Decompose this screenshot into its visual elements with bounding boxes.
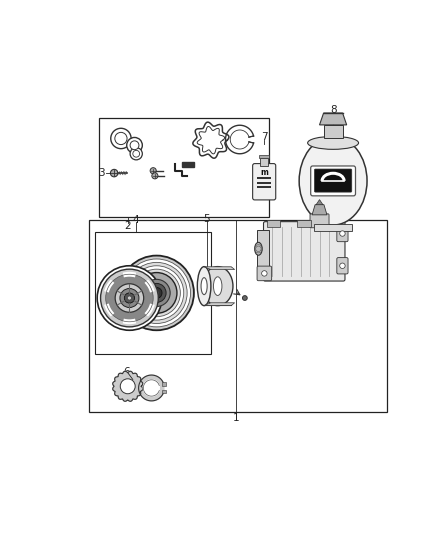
Circle shape (261, 271, 267, 276)
Circle shape (151, 287, 162, 298)
Circle shape (130, 148, 142, 160)
Bar (297, 220, 311, 227)
Ellipse shape (299, 137, 367, 225)
Bar (162, 383, 166, 386)
Circle shape (126, 262, 187, 324)
Circle shape (129, 266, 184, 320)
Circle shape (119, 256, 194, 330)
Bar (162, 390, 166, 393)
Circle shape (155, 291, 159, 295)
Polygon shape (182, 162, 194, 167)
Ellipse shape (110, 169, 118, 177)
Polygon shape (316, 199, 323, 205)
Circle shape (102, 271, 157, 325)
Text: 1: 1 (233, 413, 240, 423)
Bar (88, 220, 387, 411)
Circle shape (123, 259, 191, 327)
FancyBboxPatch shape (310, 214, 329, 228)
Ellipse shape (201, 278, 207, 295)
Bar (257, 230, 268, 269)
Ellipse shape (202, 266, 233, 305)
Circle shape (133, 150, 140, 157)
Text: 7: 7 (261, 133, 268, 142)
Circle shape (97, 266, 162, 330)
Circle shape (111, 128, 131, 149)
Circle shape (143, 279, 170, 306)
Bar (324, 125, 343, 139)
Ellipse shape (197, 266, 211, 305)
Circle shape (130, 141, 139, 150)
Bar (258, 186, 271, 188)
Circle shape (120, 288, 139, 308)
Ellipse shape (307, 136, 359, 149)
FancyBboxPatch shape (337, 257, 348, 274)
Polygon shape (138, 375, 164, 401)
Polygon shape (143, 380, 159, 396)
Circle shape (115, 284, 144, 312)
Ellipse shape (254, 243, 262, 255)
Bar (259, 155, 269, 158)
FancyBboxPatch shape (337, 225, 348, 241)
Polygon shape (204, 267, 235, 270)
Bar (99, 118, 268, 216)
Circle shape (127, 296, 131, 300)
Bar (314, 224, 352, 231)
Circle shape (107, 276, 152, 320)
Bar (95, 232, 211, 354)
Text: 8: 8 (330, 106, 336, 115)
Ellipse shape (150, 168, 156, 174)
Polygon shape (204, 303, 235, 305)
Circle shape (124, 293, 134, 303)
Polygon shape (113, 372, 143, 401)
FancyBboxPatch shape (264, 222, 345, 281)
Ellipse shape (152, 173, 158, 179)
Circle shape (133, 269, 180, 317)
Ellipse shape (213, 277, 222, 295)
Circle shape (120, 379, 135, 394)
Text: m: m (260, 168, 268, 177)
FancyBboxPatch shape (314, 169, 352, 192)
Polygon shape (319, 113, 346, 125)
Bar (258, 182, 271, 184)
Circle shape (115, 132, 127, 144)
Circle shape (340, 231, 345, 236)
Circle shape (147, 284, 166, 302)
Text: 2: 2 (124, 221, 131, 231)
Circle shape (127, 138, 142, 153)
Text: 3: 3 (98, 168, 105, 178)
Circle shape (101, 269, 158, 327)
Circle shape (136, 272, 177, 313)
Polygon shape (312, 205, 327, 215)
FancyBboxPatch shape (311, 166, 356, 196)
Circle shape (340, 263, 345, 269)
FancyBboxPatch shape (253, 164, 276, 200)
Text: 5: 5 (204, 214, 210, 224)
Bar (260, 158, 268, 166)
Bar (258, 177, 271, 179)
FancyBboxPatch shape (257, 266, 272, 281)
Circle shape (243, 296, 247, 301)
Circle shape (106, 274, 153, 322)
Bar (267, 220, 280, 227)
Text: 4: 4 (133, 215, 140, 225)
Text: 6: 6 (124, 367, 130, 377)
